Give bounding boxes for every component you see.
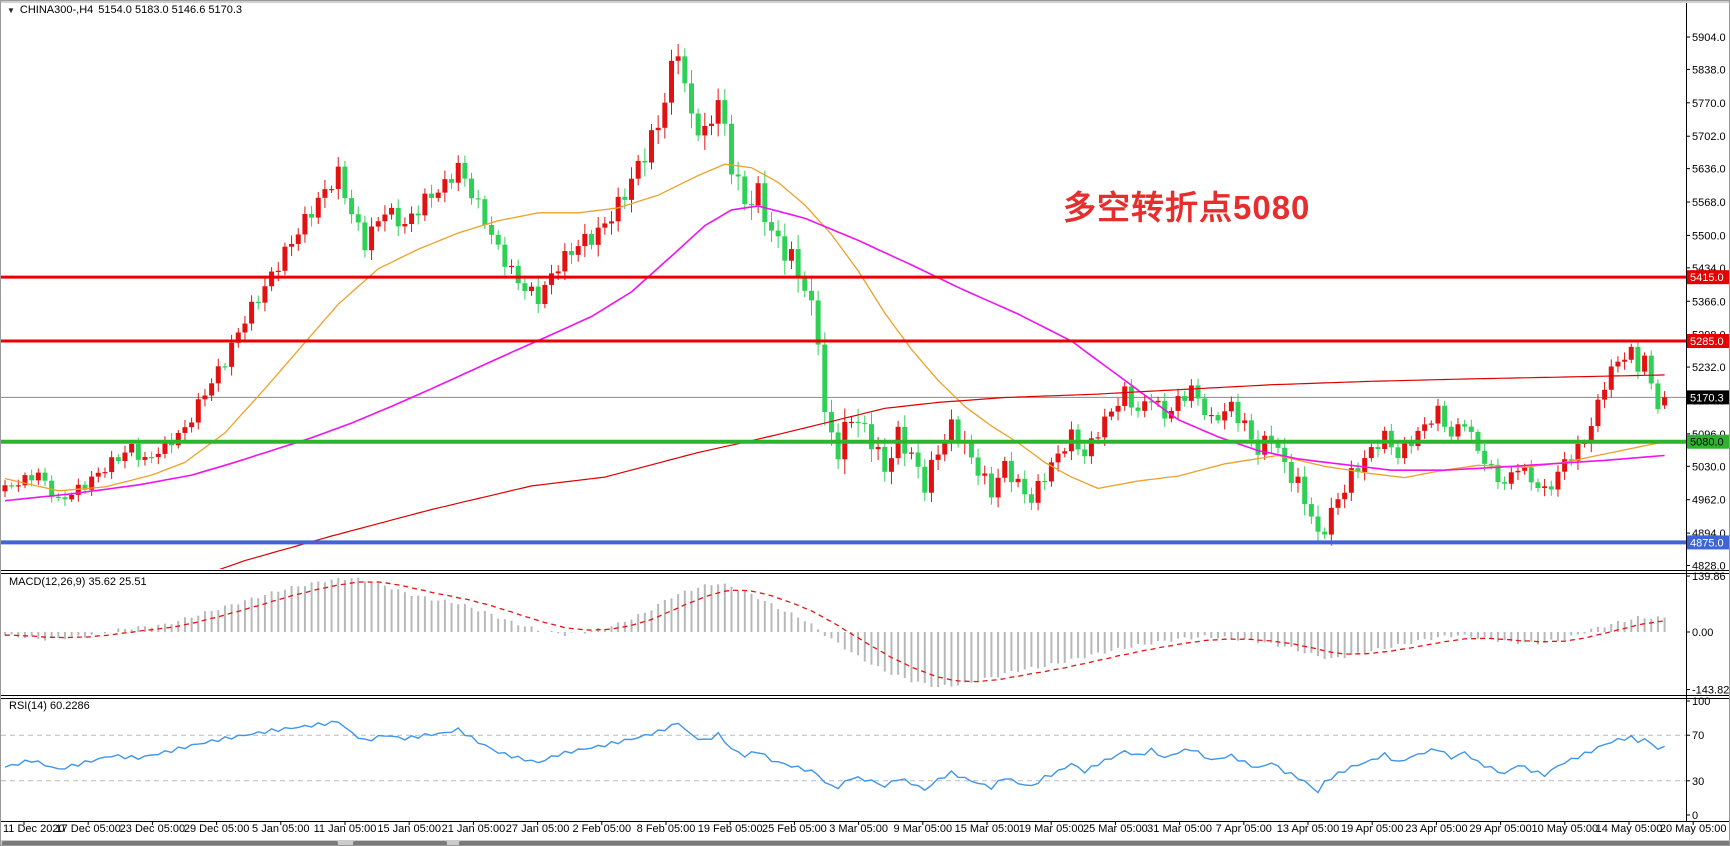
current-price-flag-text: 5170.3 <box>1690 392 1724 404</box>
price-flag-resistance-5415-text: 5415.0 <box>1690 272 1724 284</box>
time-tick-label: 5 Jan 05:00 <box>252 823 310 835</box>
price-tick-label: 5568.0 <box>1692 197 1726 209</box>
price-tick-label: 5838.0 <box>1692 64 1726 76</box>
price-flag-resistance-5285-text: 5285.0 <box>1690 336 1724 348</box>
ohlc-readout: 5154.0 5183.0 5146.6 5170.3 <box>98 4 243 16</box>
time-tick-label: 23 Apr 05:00 <box>1405 823 1467 835</box>
time-tick-label: 29 Apr 05:00 <box>1469 823 1531 835</box>
symbol-dropdown-arrow-icon[interactable]: ▼ <box>7 5 15 15</box>
time-tick-label: 15 Jan 05:00 <box>377 823 441 835</box>
price-tick-label: 5500.0 <box>1692 230 1726 242</box>
macd-signal-line <box>4 581 1665 683</box>
price-tick-label: 4962.0 <box>1692 495 1726 507</box>
ma-fast-orange <box>4 163 1665 492</box>
price-flag-resistance-5285 <box>1687 334 1729 349</box>
time-tick-label: 3 Mar 05:00 <box>829 823 888 835</box>
rsi-indicator-label: RSI(14) 60.2286 <box>9 700 90 712</box>
time-tick-label: 17 Dec 05:00 <box>55 823 120 835</box>
symbol-timeframe: CHINA300-,H4 <box>19 4 94 16</box>
price-tick-label: 5702.0 <box>1692 131 1726 143</box>
time-tick-label: 15 Mar 05:00 <box>955 823 1020 835</box>
rsi-tick-label: 30 <box>1692 776 1704 788</box>
time-tick-label: 8 Feb 05:00 <box>637 823 696 835</box>
price-flag-support-4875-text: 4875.0 <box>1690 537 1724 549</box>
ma-slow-red <box>219 374 1665 569</box>
time-tick-label: 21 Jan 05:00 <box>442 823 506 835</box>
time-tick-label: 25 Mar 05:00 <box>1083 823 1148 835</box>
time-tick-label: 13 Apr 05:00 <box>1277 823 1339 835</box>
macd-tick-label: -143.82 <box>1692 685 1729 697</box>
time-tick-label: 19 Mar 05:00 <box>1019 823 1084 835</box>
time-tick-label: 9 Mar 05:00 <box>893 823 952 835</box>
macd-tick-label: 139.86 <box>1692 571 1726 583</box>
price-tick-label: 4828.0 <box>1692 561 1726 573</box>
chart-title-bar: ▼ CHINA300-,H4 5154.0 5183.0 5146.6 5170… <box>7 4 242 16</box>
time-tick-label: 27 Jan 05:00 <box>506 823 570 835</box>
time-tick-label: 7 Apr 05:00 <box>1216 823 1272 835</box>
time-tick-label: 31 Mar 05:00 <box>1147 823 1212 835</box>
price-tick-label: 5636.0 <box>1692 164 1726 176</box>
price-tick-label: 5770.0 <box>1692 98 1726 110</box>
time-tick-label: 29 Dec 05:00 <box>184 823 249 835</box>
price-flag-support-4875 <box>1687 535 1729 550</box>
price-tick-label: 5030.0 <box>1692 461 1726 473</box>
candlestick-layer <box>2 44 1668 546</box>
price-flag-resistance-5415 <box>1687 270 1729 285</box>
bottom-strip-segment <box>2 841 338 845</box>
rsi-tick-label: 70 <box>1692 730 1704 742</box>
rsi-tick-label: 0 <box>1692 810 1698 822</box>
time-tick-label: 11 Jan 05:00 <box>314 823 377 835</box>
time-tick-label: 11 Dec 2020 <box>3 823 65 835</box>
macd-tick-label: 0.00 <box>1692 627 1713 639</box>
price-flag-pivot-5080-text: 5080.0 <box>1690 437 1724 449</box>
time-tick-label: 19 Apr 05:00 <box>1341 823 1403 835</box>
time-tick-label: 23 Dec 05:00 <box>120 823 185 835</box>
price-tick-label: 5904.0 <box>1692 32 1726 44</box>
window-top-edge <box>1 1 1729 3</box>
rsi-tick-label: 100 <box>1692 696 1710 708</box>
chart-annotation-text: 多空转折点5080 <box>1063 189 1311 226</box>
rsi-line <box>4 720 1665 794</box>
time-tick-label: 19 Feb 05:00 <box>698 823 763 835</box>
time-tick-label: 10 May 05:00 <box>1531 823 1598 835</box>
time-tick-label: 2 Feb 05:00 <box>572 823 631 835</box>
time-tick-label: 14 May 05:00 <box>1596 823 1663 835</box>
time-tick-label: 20 May 05:00 <box>1660 823 1727 835</box>
time-tick-label: 25 Feb 05:00 <box>762 823 827 835</box>
macd-indicator-label: MACD(12,26,9) 35.62 25.51 <box>9 576 147 588</box>
bottom-strip-segment <box>353 841 447 845</box>
bottom-strip-segment <box>459 841 1729 845</box>
price-tick-label: 5232.0 <box>1692 362 1726 374</box>
macd-histogram <box>4 577 1666 688</box>
current-price-flag <box>1687 390 1729 405</box>
price-tick-label: 5366.0 <box>1692 296 1726 308</box>
ma-mid-magenta <box>4 205 1665 502</box>
price-flag-pivot-5080 <box>1687 434 1729 449</box>
